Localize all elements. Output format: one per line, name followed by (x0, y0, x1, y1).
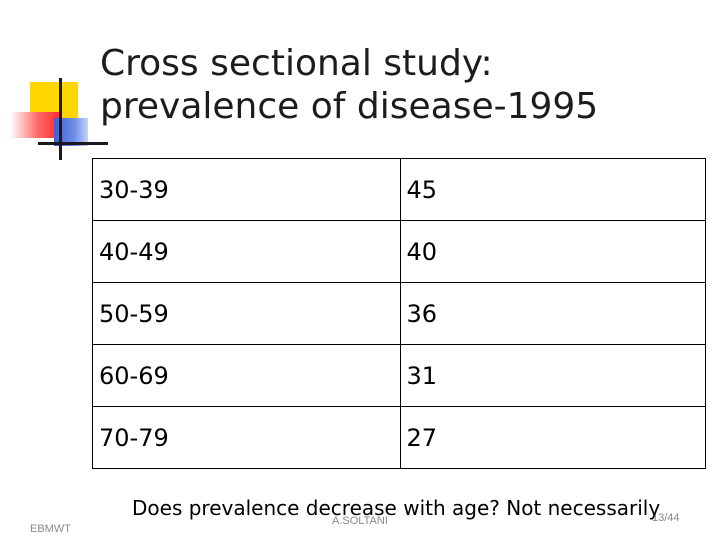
prevalence-table: 30-39 45 40-49 40 50-59 36 60-69 31 70-7… (92, 158, 706, 469)
decorative-red-bar (10, 112, 60, 138)
table-row: 60-69 31 (92, 344, 706, 407)
prevalence-cell: 36 (399, 282, 706, 345)
age-group-cell: 70-79 (92, 406, 401, 469)
prevalence-cell: 45 (399, 158, 706, 221)
age-group-cell: 40-49 (92, 220, 401, 283)
prevalence-cell: 27 (399, 406, 706, 469)
footer-left-text: EBMWT (30, 523, 71, 535)
table-row: 50-59 36 (92, 282, 706, 345)
age-group-cell: 50-59 (92, 282, 401, 345)
table-row: 70-79 27 (92, 406, 706, 469)
table-row: 30-39 45 (92, 158, 706, 221)
age-group-cell: 30-39 (92, 158, 401, 221)
slide-title: Cross sectional study: prevalence of dis… (100, 43, 599, 127)
decorative-vertical-line (59, 78, 62, 160)
question-text: Does prevalence decrease with age? Not n… (132, 496, 661, 520)
footer-author-text: A.SOLTANI (332, 515, 388, 527)
decorative-horizontal-line (38, 142, 108, 145)
footer-page-number: 13/44 (652, 512, 680, 524)
age-group-cell: 60-69 (92, 344, 401, 407)
table-row: 40-49 40 (92, 220, 706, 283)
prevalence-cell: 31 (399, 344, 706, 407)
prevalence-cell: 40 (399, 220, 706, 283)
